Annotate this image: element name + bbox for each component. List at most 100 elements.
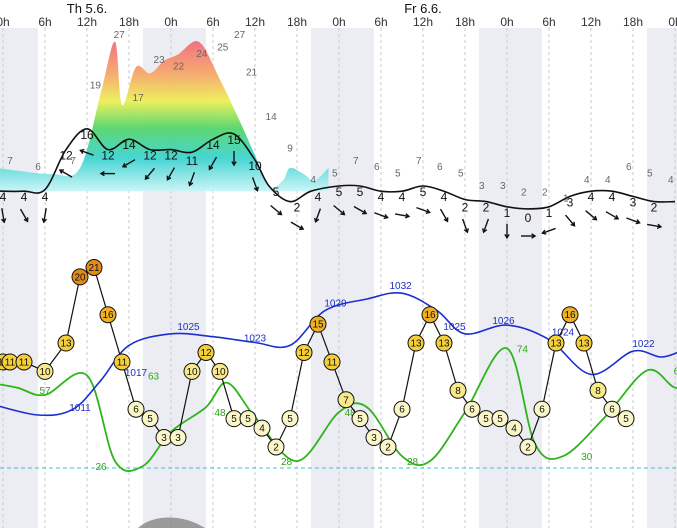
wind-arrow — [416, 206, 431, 214]
wind-speed-label: 15 — [227, 133, 241, 147]
wind-speed-label: 4 — [378, 190, 385, 204]
temperature-label: 13 — [550, 339, 562, 350]
hour-tick-label: 6h — [206, 15, 219, 29]
gust-label: 6 — [374, 162, 380, 173]
humidity-label: 48 — [345, 408, 357, 419]
wind-speed-label: 16 — [80, 128, 94, 142]
wind-speed-label: 2 — [462, 201, 469, 215]
hour-tick-label: 12h — [77, 15, 97, 29]
wind-speed-label: 12 — [101, 149, 115, 163]
wind-speed-label: 12 — [164, 149, 178, 163]
temperature-label: 8 — [455, 386, 461, 397]
temperature-point: 6 — [603, 400, 621, 418]
wind-arrow — [439, 208, 449, 223]
temperature-point: 20 — [71, 268, 89, 286]
temperature-point: 5 — [281, 410, 299, 428]
gust-label: 5 — [395, 169, 401, 180]
temperature-label: 2 — [385, 443, 391, 454]
temperature-point: 4 — [505, 419, 523, 437]
temperature-label: 11 — [117, 357, 128, 368]
pressure-label: 1011 — [69, 403, 91, 414]
wind-arrow — [353, 205, 368, 215]
hour-tick-label: 6h — [374, 15, 387, 29]
gust-label: 5 — [647, 169, 653, 180]
wind-speed-label: 10 — [248, 159, 262, 173]
temperature-label: 20 — [74, 272, 86, 283]
humidity-label: 48 — [214, 408, 226, 419]
temperature-label: 8 — [595, 386, 601, 397]
temperature-point: 10 — [36, 362, 54, 380]
temperature-point: 16 — [99, 306, 117, 324]
wind-speed-label: 1 — [546, 206, 553, 220]
gust-label: 27 — [114, 30, 126, 41]
temperature-label: 4 — [511, 424, 517, 435]
temperature-point: 11 — [15, 353, 33, 371]
humidity-label: 28 — [281, 457, 293, 468]
gust-label: 4 — [668, 175, 674, 186]
gust-fill — [0, 41, 329, 192]
temperature-point: 15 — [309, 315, 327, 333]
pressure-label: 1024 — [552, 328, 575, 339]
wind-arrow — [79, 148, 94, 156]
temperature-point: 16 — [561, 306, 579, 324]
temperature-label: 12 — [298, 348, 310, 359]
gust-label: 6 — [626, 162, 632, 173]
temperature-point: 8 — [449, 381, 467, 399]
pressure-label: 1022 — [632, 339, 655, 350]
gust-label: 1 — [563, 194, 569, 205]
wind-arrow — [626, 217, 641, 225]
temperature-label: 13 — [578, 339, 590, 350]
temperature-label: 2 — [273, 443, 279, 454]
temperature-point: 21 — [85, 258, 103, 276]
temperature-label: 4 — [259, 424, 265, 435]
temperature-label: 13 — [438, 339, 450, 350]
wind-speed-label: 1 — [504, 206, 511, 220]
gust-label: 5 — [332, 169, 338, 180]
temperature-point: 13 — [435, 334, 453, 352]
temperature-label: 10 — [186, 367, 198, 378]
wind-arrow — [251, 177, 259, 192]
temperature-point: 5 — [239, 410, 257, 428]
wind-speed-label: 0 — [525, 211, 532, 225]
gust-label: 4 — [584, 175, 590, 186]
gust-label: 17 — [133, 93, 145, 104]
gust-label: 7 — [7, 156, 13, 167]
temperature-point: 12 — [197, 344, 215, 361]
wind-arrow — [541, 227, 556, 235]
wind-arrow — [270, 204, 283, 216]
hour-tick-label: 0h — [164, 15, 177, 29]
temperature-label: 5 — [357, 414, 363, 425]
hour-tick-label: 12h — [245, 15, 265, 29]
temperature-point: 10 — [211, 362, 229, 380]
wind-arrow — [19, 208, 29, 223]
wind-arrow — [0, 208, 7, 224]
pressure-label: 1025 — [443, 322, 466, 333]
pressure-line — [0, 291, 677, 417]
temperature-point: 11 — [113, 353, 131, 371]
temperature-label: 15 — [312, 320, 324, 331]
gust-label: 24 — [196, 49, 208, 60]
wind-arrow — [231, 151, 237, 167]
temperature-label: 10 — [39, 367, 51, 378]
pressure-label: 1032 — [389, 281, 412, 292]
humidity-label: 65 — [674, 366, 677, 377]
temperature-label: 7 — [343, 395, 349, 406]
hour-tick-label: 12h — [581, 15, 601, 29]
hour-tick-label: 18h — [119, 15, 139, 29]
gust-label: 7 — [353, 156, 359, 167]
terrain-shape — [138, 517, 205, 528]
wind-arrow — [482, 218, 490, 234]
temperature-point: 2 — [267, 438, 285, 456]
temperature-label: 16 — [564, 310, 576, 321]
wind-arrow — [188, 171, 196, 187]
temperature-point: 4 — [253, 419, 271, 437]
temperature-label: 11 — [327, 357, 338, 368]
gust-label: 9 — [287, 143, 293, 154]
pressure-label: 1025 — [177, 322, 200, 333]
wind-speed-label: 4 — [588, 190, 595, 204]
temperature-point: 2 — [379, 438, 397, 456]
wind-arrow — [585, 210, 598, 221]
gust-label: 25 — [217, 43, 229, 54]
wind-speed-label: 4 — [441, 190, 448, 204]
temperature-label: 16 — [102, 310, 114, 321]
